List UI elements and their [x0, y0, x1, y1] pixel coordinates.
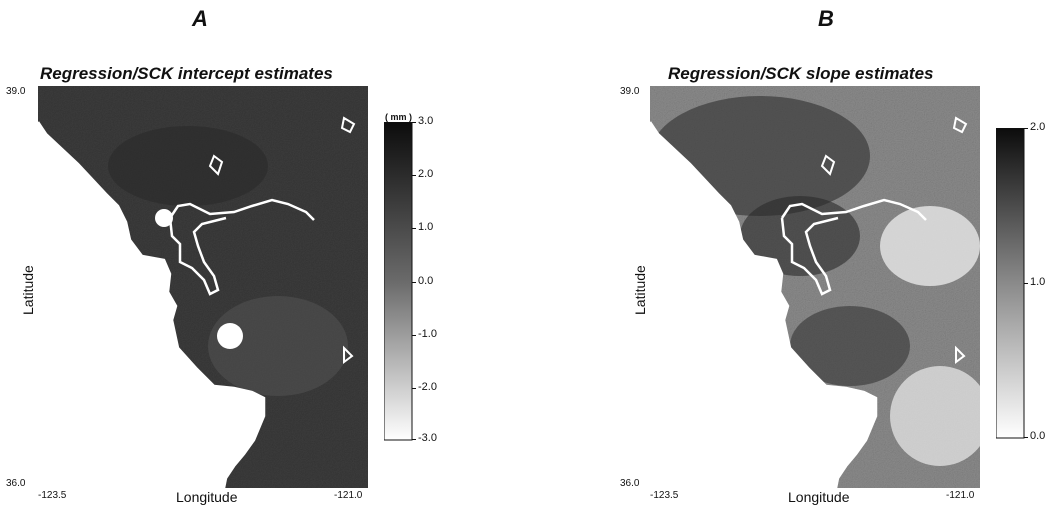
lake-outlines	[820, 116, 968, 364]
colorbar-tick-mark	[412, 388, 416, 389]
y-tick-bottom: 36.0	[620, 478, 640, 489]
colorbar-tick-label: 0.0	[418, 275, 434, 287]
ocean-area	[38, 122, 264, 488]
panel-a: A Regression/SCK intercept estimates 39.…	[0, 0, 520, 510]
x-axis-label: Longitude	[788, 489, 850, 505]
x-tick-left: -123.5	[650, 490, 679, 501]
colorbar-tick-label: 2.0	[1030, 121, 1046, 133]
panel-b: B Regression/SCK slope estimates 39.0 36…	[612, 0, 1053, 510]
colorbar	[384, 122, 413, 441]
y-tick-top: 39.0	[620, 86, 640, 97]
light-patch	[880, 206, 980, 286]
light-patch	[208, 296, 348, 396]
white-spot	[155, 209, 173, 227]
y-axis-label: Latitude	[20, 265, 36, 315]
dark-patch	[740, 196, 860, 276]
colorbar-tick-mark	[412, 228, 416, 229]
colorbar-tick-mark	[1024, 437, 1028, 438]
colorbar-tick-label: 2.0	[418, 168, 434, 180]
x-tick-right: -121.0	[946, 490, 975, 501]
colorbar-tick-label: 0.0	[1030, 430, 1046, 442]
y-tick-top: 39.0	[6, 86, 26, 97]
slope-map	[650, 86, 980, 488]
colorbar-units: ( mm )	[385, 112, 412, 122]
colorbar-tick-mark	[412, 122, 416, 123]
ocean-area	[650, 122, 876, 488]
x-axis-label: Longitude	[176, 489, 238, 505]
y-tick-bottom: 36.0	[6, 478, 26, 489]
bay-outline	[168, 198, 315, 296]
colorbar-tick-mark	[1024, 128, 1028, 129]
colorbar	[996, 128, 1025, 439]
y-axis-label: Latitude	[632, 265, 648, 315]
colorbar-tick-mark	[1024, 283, 1028, 284]
dark-patch	[108, 126, 268, 206]
coastline	[38, 121, 266, 488]
x-tick-right: -121.0	[334, 490, 363, 501]
colorbar-tick-label: -3.0	[418, 432, 437, 444]
colorbar-tick-label: -2.0	[418, 381, 437, 393]
colorbar-tick-mark	[412, 175, 416, 176]
colorbar-gradient	[996, 128, 1025, 439]
light-patch	[890, 366, 980, 466]
white-spot	[217, 323, 243, 349]
colorbar-tick-mark	[412, 335, 416, 336]
map-title: Regression/SCK intercept estimates	[40, 64, 333, 83]
intercept-map	[38, 86, 368, 488]
x-tick-left: -123.5	[38, 490, 67, 501]
panel-letter: B	[818, 6, 834, 31]
map-title: Regression/SCK slope estimates	[668, 64, 934, 83]
bay-outline	[780, 198, 927, 296]
lake-outlines	[208, 116, 356, 364]
colorbar-tick-label: 3.0	[418, 115, 434, 127]
coastline	[650, 121, 878, 488]
dark-patch	[790, 306, 910, 386]
colorbar-tick-label: 1.0	[1030, 276, 1046, 288]
colorbar-tick-mark	[412, 282, 416, 283]
colorbar-tick-label: 1.0	[418, 221, 434, 233]
panel-letter: A	[192, 6, 208, 31]
colorbar-gradient	[384, 122, 413, 441]
colorbar-tick-label: -1.0	[418, 328, 437, 340]
colorbar-tick-mark	[412, 439, 416, 440]
